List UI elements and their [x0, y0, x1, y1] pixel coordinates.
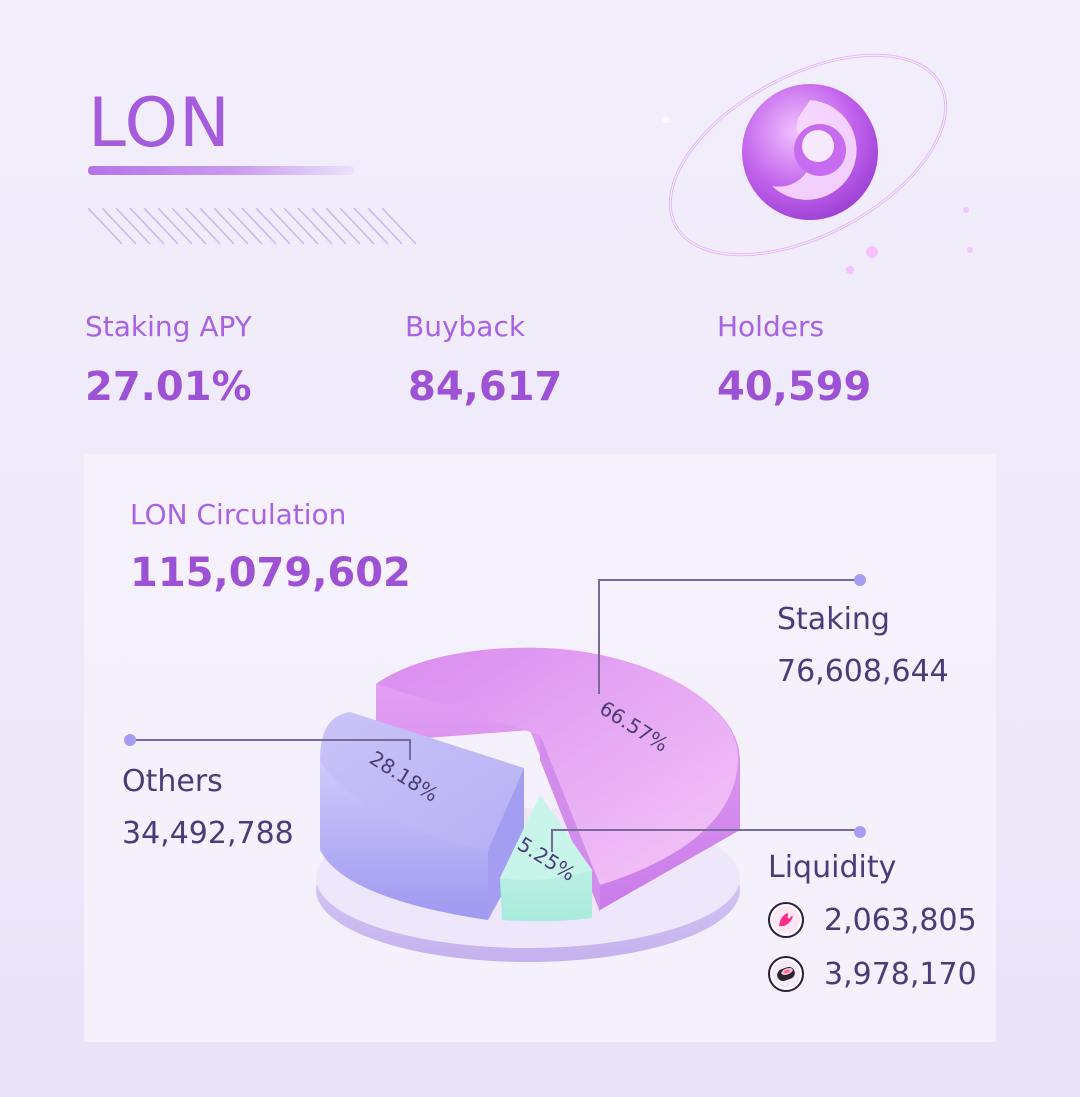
holders-value: 40,599 — [717, 364, 872, 410]
uniswap-icon — [768, 902, 804, 938]
leader-line-liquidity — [551, 829, 860, 852]
legend-staking-name: Staking — [777, 602, 890, 637]
page-title: LON — [88, 84, 231, 163]
title-underline — [88, 166, 354, 175]
leader-line-staking — [598, 579, 860, 694]
hatch-decoration — [88, 208, 417, 245]
circulation-label: LON Circulation — [130, 498, 347, 531]
leader-dot-liquidity — [854, 826, 866, 838]
legend-staking-value: 76,608,644 — [777, 654, 949, 689]
leader-line-others — [130, 739, 411, 760]
buyback-label: Buyback — [405, 310, 526, 343]
sushiswap-icon — [768, 956, 804, 992]
leader-dot-others — [124, 734, 136, 746]
staking-apy-label: Staking APY — [85, 310, 252, 343]
lon-logo — [663, 53, 973, 274]
pie-slice-others — [320, 712, 524, 920]
pie-slice-liquidity — [500, 795, 592, 922]
holders-label: Holders — [717, 310, 825, 343]
staking-apy-value: 27.01% — [85, 364, 252, 410]
buyback-value: 84,617 — [408, 364, 563, 410]
leader-dot-staking — [854, 574, 866, 586]
legend-others-value: 34,492,788 — [122, 816, 294, 851]
circulation-value: 115,079,602 — [130, 550, 411, 596]
legend-uniswap-value: 2,063,805 — [824, 903, 977, 938]
legend-sushiswap-value: 3,978,170 — [824, 957, 977, 992]
legend-others-name: Others — [122, 764, 223, 799]
legend-liquidity-name: Liquidity — [768, 850, 897, 885]
